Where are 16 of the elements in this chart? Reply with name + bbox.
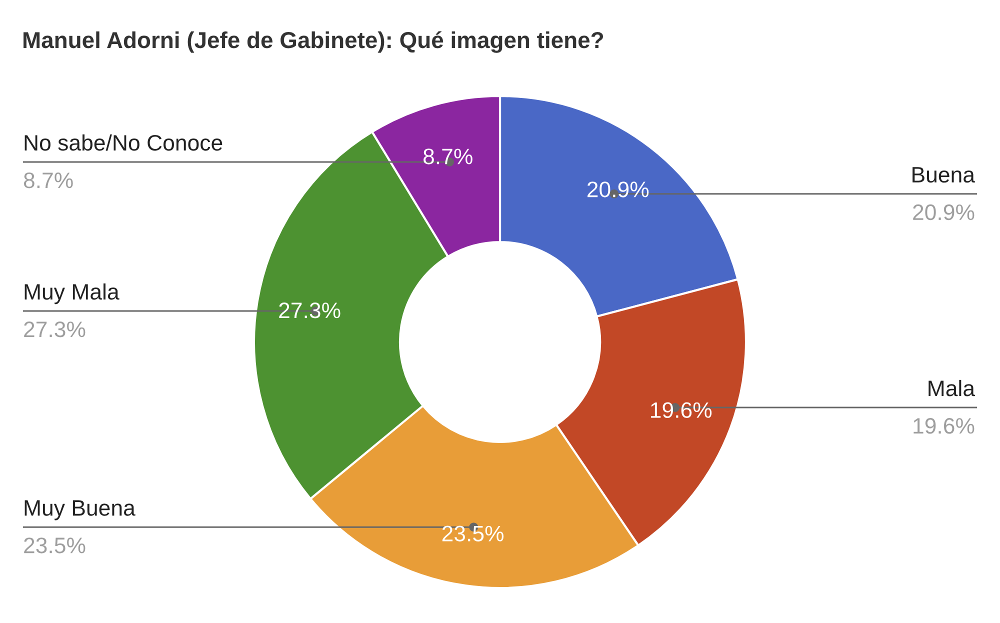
text: 19.6%	[651, 402, 712, 418]
data-label: 19.6%	[914, 418, 974, 434]
data-label: 20.9%	[913, 204, 974, 220]
text: 8.7%	[424, 148, 472, 164]
slice-label: Mala	[928, 380, 975, 396]
slice-label: Buena	[912, 167, 976, 183]
slice-label: Muy Mala	[24, 283, 120, 304]
data-label: 23.5%	[24, 538, 86, 554]
data-label: 8.7%	[24, 172, 73, 188]
data-label: 27.3%	[24, 321, 86, 338]
text: 27.3%	[279, 302, 340, 318]
slice-label: Muy Buena	[24, 500, 136, 520]
text: 20.9%	[587, 182, 649, 198]
slice-label: No sabe/No Conoce	[24, 134, 222, 151]
text: 23.5%	[442, 526, 504, 542]
chart-title: Manuel Adorni (Jefe de Gabinete): Qué imagen tiene?	[24, 31, 604, 53]
